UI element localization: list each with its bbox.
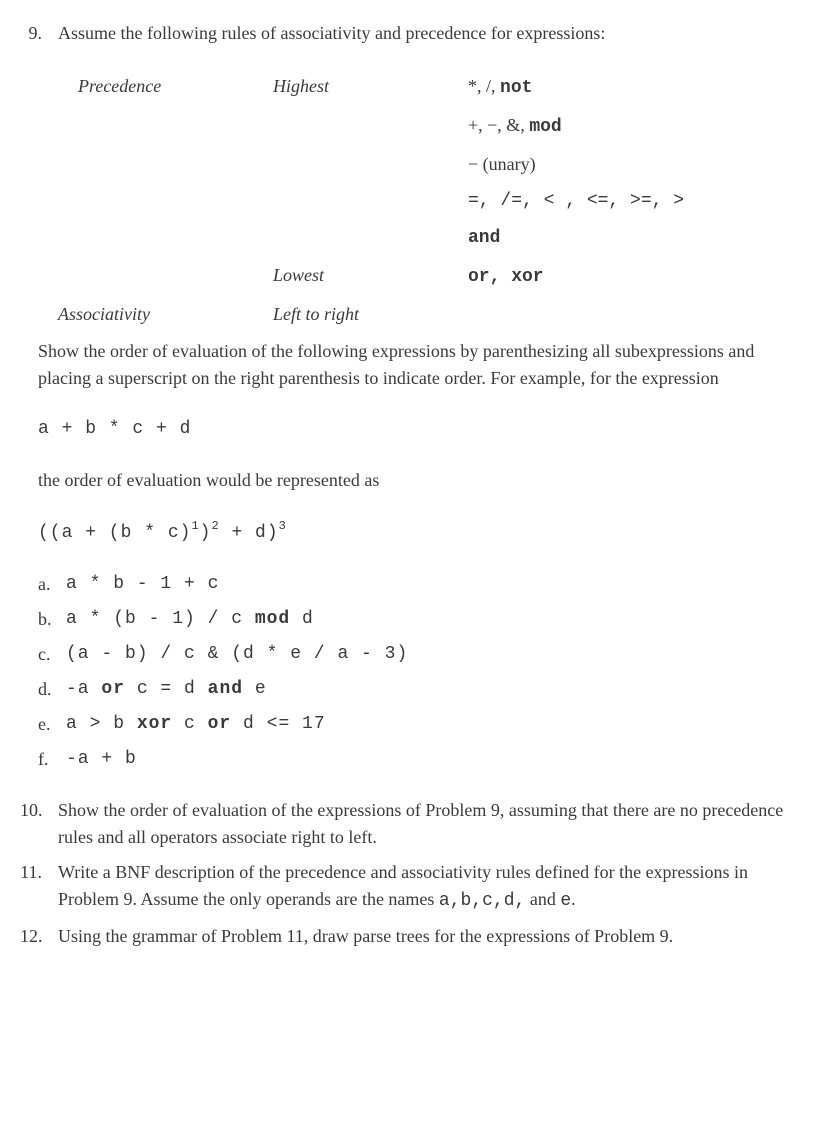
op-text: *, /,: [468, 76, 500, 96]
keyword-mod: mod: [529, 117, 561, 137]
keyword-xor: xor: [137, 714, 172, 734]
problem-number: 11.: [20, 859, 58, 915]
superscript: 2: [211, 519, 219, 533]
superscript: 1: [191, 519, 199, 533]
item-label: f.: [38, 746, 66, 773]
prec-row-value: +, −, &, mod: [468, 112, 801, 141]
expr-part: ): [200, 523, 212, 543]
problem-10: 10. Show the order of evaluation of the …: [20, 797, 801, 851]
problem-12: 12. Using the grammar of Problem 11, dra…: [20, 923, 801, 950]
table-row: − (unary): [78, 151, 801, 178]
table-row: and: [78, 225, 801, 252]
prec-row-value: =, /=, < , <=, >=, >: [468, 188, 801, 215]
precedence-table: Precedence Highest *, /, not +, −, &, mo…: [78, 73, 801, 328]
example-output: ((a + (b * c)1)2 + d)3: [38, 518, 801, 547]
keyword-or-xor: or, xor: [468, 264, 801, 291]
expr-part: ((a + (b * c): [38, 523, 191, 543]
subproblems: a. a * b - 1 + c b. a * (b - 1) / c mod …: [38, 571, 801, 773]
table-row: Precedence Highest *, /, not: [78, 73, 801, 102]
table-row: Lowest or, xor: [78, 262, 801, 291]
example-input: a + b * c + d: [38, 416, 801, 443]
associativity-heading: Associativity: [58, 301, 273, 328]
item-expr: a > b xor c or d <= 17: [66, 711, 326, 738]
item-expr: a * b - 1 + c: [66, 571, 219, 598]
item-label: d.: [38, 676, 66, 703]
keyword-and: and: [468, 225, 801, 252]
problem-number: 10.: [20, 797, 58, 851]
highest-heading: Highest: [273, 73, 468, 100]
table-row: =, /=, < , <=, >=, >: [78, 188, 801, 215]
keyword-or: or: [208, 714, 232, 734]
problem-text: Write a BNF description of the precedenc…: [58, 859, 801, 915]
list-item: d. -a or c = d and e: [38, 676, 801, 703]
problem-number: 12.: [20, 923, 58, 950]
precedence-heading: Precedence: [78, 73, 273, 100]
expr-part: + d): [220, 523, 279, 543]
keyword-not: not: [500, 78, 532, 98]
list-item: c. (a - b) / c & (d * e / a - 3): [38, 641, 801, 668]
item-expr: -a + b: [66, 746, 137, 773]
item-label: c.: [38, 641, 66, 668]
op-text: +, −, &,: [468, 115, 529, 135]
example-mid-text: the order of evaluation would be represe…: [38, 467, 801, 494]
prec-row-value: *, /, not: [468, 73, 801, 102]
item-label: a.: [38, 571, 66, 598]
list-item: b. a * (b - 1) / c mod d: [38, 606, 801, 633]
prec-row-value: − (unary): [468, 151, 801, 178]
table-row: Associativity Left to right: [58, 301, 801, 328]
list-item: a. a * b - 1 + c: [38, 571, 801, 598]
item-label: e.: [38, 711, 66, 738]
keyword-and: and: [208, 679, 243, 699]
list-item: e. a > b xor c or d <= 17: [38, 711, 801, 738]
operand-names: a,b,c,d,: [439, 891, 525, 911]
lowest-heading: Lowest: [273, 262, 468, 289]
keyword-mod: mod: [255, 609, 290, 629]
list-item: f. -a + b: [38, 746, 801, 773]
operand-name-e: e: [560, 891, 571, 911]
instruction-text: Show the order of evaluation of the foll…: [38, 338, 801, 392]
item-expr: (a - b) / c & (d * e / a - 3): [66, 641, 408, 668]
problem-9: 9. Assume the following rules of associa…: [20, 20, 801, 789]
table-row: +, −, &, mod: [78, 112, 801, 141]
superscript: 3: [279, 519, 287, 533]
associativity-value: Left to right: [273, 301, 468, 328]
item-expr: a * (b - 1) / c mod d: [66, 606, 314, 633]
problem-text: Show the order of evaluation of the expr…: [58, 797, 801, 851]
problem-11: 11. Write a BNF description of the prece…: [20, 859, 801, 915]
item-label: b.: [38, 606, 66, 633]
keyword-or: or: [101, 679, 125, 699]
item-expr: -a or c = d and e: [66, 676, 267, 703]
problem-body: Assume the following rules of associativ…: [58, 20, 801, 789]
intro-text: Assume the following rules of associativ…: [58, 20, 801, 47]
problem-text: Using the grammar of Problem 11, draw pa…: [58, 923, 801, 950]
